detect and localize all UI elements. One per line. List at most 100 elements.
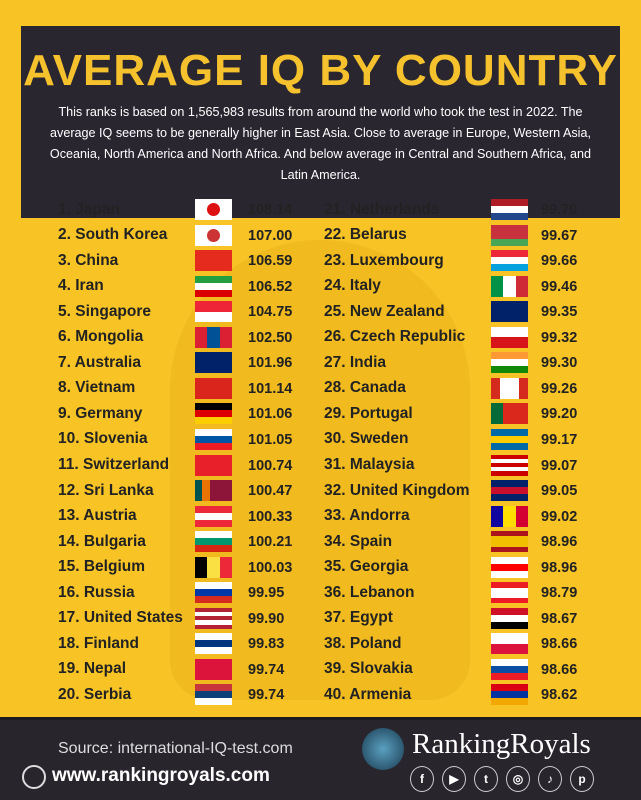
- score-value: 108.14: [248, 202, 293, 218]
- brand-name: RankingRoyals: [412, 728, 591, 760]
- score-value: 107.00: [248, 227, 293, 244]
- description: This ranks is based on 1,565,983 results…: [49, 105, 592, 182]
- country-label: 12. Sri Lanka: [58, 481, 154, 499]
- flag-icon: [491, 326, 528, 348]
- score-value: 100.21: [248, 534, 293, 551]
- country-label: 11. Switzerland: [58, 456, 170, 473]
- flag-icon: [491, 684, 528, 706]
- country-label: 1. Japan: [58, 200, 121, 218]
- website-link[interactable]: www.rankingroyals.com: [52, 765, 270, 786]
- table-row: 28. Canada: [324, 376, 406, 401]
- score-value: 99.35: [541, 304, 578, 321]
- score-header-right: Score: [541, 178, 580, 194]
- table-row: 26. Czech Republic: [324, 325, 465, 350]
- twitter-icon[interactable]: t: [474, 766, 498, 792]
- table-row: 5. Singapore: [58, 299, 151, 324]
- table-row: 16. Russia: [58, 580, 135, 605]
- score-value: 99.07: [541, 457, 578, 474]
- score-value: 104.75: [248, 304, 293, 321]
- globe-icon: [22, 765, 46, 789]
- flag-icon: [195, 428, 232, 450]
- country-label: 9. Germany: [58, 404, 143, 422]
- table-row: 9. Germany: [58, 401, 142, 426]
- score-value: 102.50: [248, 329, 293, 346]
- flag-icon: [195, 301, 232, 323]
- score-value: 101.05: [248, 431, 293, 448]
- source-text: Source: international-IQ-test.com: [58, 740, 293, 757]
- facebook-icon[interactable]: f: [410, 766, 434, 792]
- country-label: 29. Portugal: [324, 404, 413, 422]
- flag-icon: [491, 275, 528, 297]
- country-label: 8. Vietnam: [58, 379, 136, 397]
- flag-icon: [491, 582, 528, 604]
- flag-icon: [491, 556, 528, 578]
- table-row: 22. Belarus: [324, 223, 407, 248]
- score-value: 100.33: [248, 508, 293, 525]
- flag-icon: [491, 199, 528, 220]
- table-row: 20. Serbia: [58, 682, 131, 707]
- table-row: 27. India: [324, 350, 386, 375]
- country-label: 21. Netherlands: [324, 200, 440, 218]
- score-value: 99.95: [248, 585, 285, 602]
- flag-icon: [491, 607, 528, 629]
- score-value: 99.02: [541, 508, 578, 525]
- score-value: 101.06: [248, 406, 293, 423]
- country-label: 37. Egypt: [324, 609, 393, 627]
- score-value: 99.67: [541, 227, 578, 244]
- flag-icon: [195, 326, 232, 348]
- flag-icon: [491, 633, 528, 655]
- country-label: 20. Serbia: [58, 685, 132, 703]
- rank-header-right: Rank: [322, 178, 357, 194]
- country-label: 13. Austria: [58, 507, 137, 525]
- tiktok-icon[interactable]: ♪: [538, 766, 562, 792]
- table-row: 36. Lebanon: [324, 580, 414, 605]
- instagram-icon[interactable]: ◎: [506, 766, 530, 792]
- page-title: AVERAGE IQ BY COUNTRY: [23, 46, 618, 95]
- country-label: 18. Finland: [58, 634, 139, 652]
- flag-icon: [195, 505, 232, 527]
- table-row: 25. New Zealand: [324, 299, 445, 324]
- table-row: 33. Andorra: [324, 504, 410, 529]
- rank-header-left: Rank: [41, 178, 76, 194]
- flag-icon: [491, 250, 528, 272]
- flag-icon: [195, 224, 232, 246]
- flag-icon: [195, 454, 232, 476]
- score-value: 99.20: [541, 406, 578, 423]
- score-value: 98.62: [541, 687, 578, 704]
- table-row: 21. Netherlands: [324, 197, 439, 222]
- footer: Source: international-IQ-test.com www.ra…: [0, 717, 641, 800]
- flag-icon: [491, 658, 528, 680]
- country-label: 33. Andorra: [324, 507, 410, 525]
- country-label: 24. Italy: [324, 277, 381, 295]
- table-row: 13. Austria: [58, 504, 137, 529]
- score-value: 99.17: [541, 431, 578, 448]
- flag-icon: [195, 684, 232, 706]
- country-label: 16. Russia: [58, 583, 135, 601]
- country-label: 36. Lebanon: [324, 583, 415, 601]
- pinterest-icon[interactable]: p: [570, 766, 594, 792]
- table-row: 10. Slovenia: [58, 427, 148, 452]
- score-header-left: Score: [249, 180, 288, 196]
- score-value: 99.66: [541, 253, 578, 270]
- score-value: 98.96: [541, 559, 578, 576]
- score-value: 99.26: [541, 380, 578, 397]
- country-label: 27. India: [324, 353, 387, 371]
- table-row: 40. Armenia: [324, 682, 411, 707]
- flag-icon: [195, 480, 232, 502]
- youtube-icon[interactable]: ▶: [442, 766, 466, 792]
- flag-icon: [491, 480, 528, 502]
- table-row: 15. Belgium: [58, 555, 145, 580]
- score-value: 98.66: [541, 661, 578, 678]
- table-row: 31. Malaysia: [324, 453, 414, 478]
- table-row: 24. Italy: [324, 274, 381, 299]
- table-row: 2. South Korea: [58, 223, 167, 248]
- flag-icon: [195, 199, 232, 220]
- score-value: 99.46: [541, 278, 578, 295]
- social-links: f ▶ t ◎ ♪ p: [410, 766, 594, 792]
- country-label: 32. United Kingdom: [324, 481, 470, 499]
- country-label: 22. Belarus: [324, 226, 407, 244]
- score-value: 99.32: [541, 329, 578, 346]
- flag-icon: [491, 454, 528, 476]
- flag-icon: [195, 582, 232, 604]
- score-value: 99.83: [248, 636, 285, 653]
